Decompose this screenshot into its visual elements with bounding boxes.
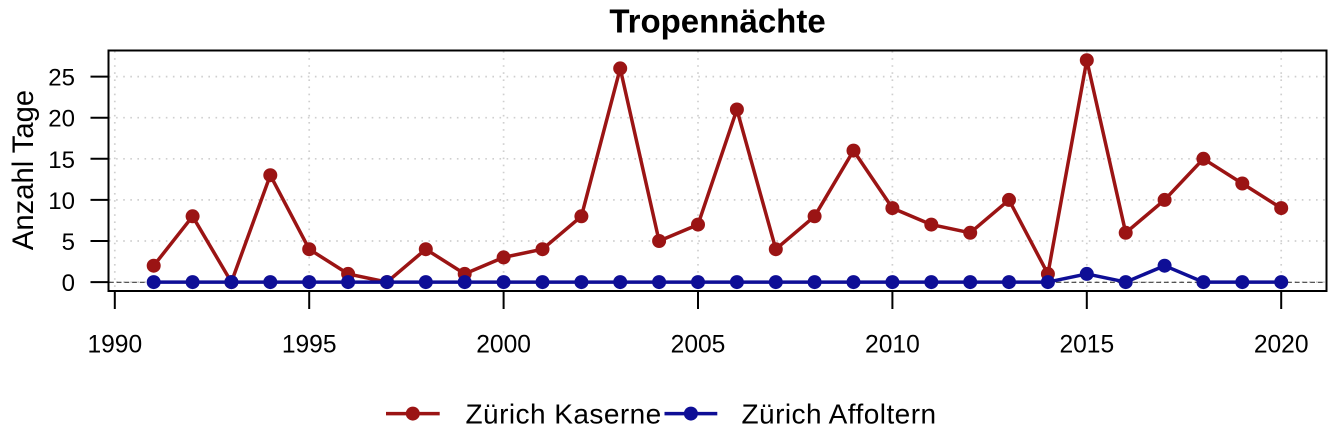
svg-text:2000: 2000 [476,332,531,359]
svg-text:Anzahl Tage: Anzahl Tage [8,90,40,250]
svg-text:15: 15 [48,147,75,174]
svg-text:5: 5 [62,229,75,256]
svg-text:Zürich Kaserne: Zürich Kaserne [466,398,662,429]
svg-text:20: 20 [48,106,75,133]
svg-text:2015: 2015 [1059,332,1114,359]
svg-text:0: 0 [62,270,75,297]
svg-text:Zürich Affoltern: Zürich Affoltern [742,398,937,429]
svg-text:1990: 1990 [87,332,142,359]
svg-text:10: 10 [48,188,75,215]
svg-text:Tropennächte: Tropennächte [609,3,825,40]
svg-text:25: 25 [48,65,75,92]
svg-text:1995: 1995 [282,332,337,359]
svg-text:2020: 2020 [1254,332,1309,359]
svg-text:2005: 2005 [671,332,726,359]
svg-text:2010: 2010 [865,332,920,359]
